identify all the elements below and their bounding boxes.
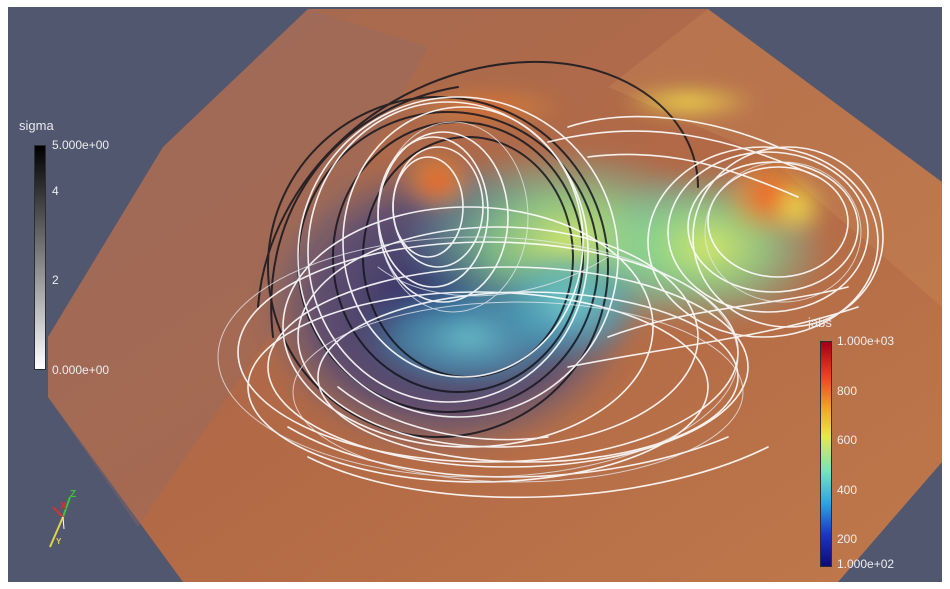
axis-z-label: Z: [70, 489, 77, 500]
axis-y-label: Y: [56, 537, 62, 546]
jabs-colorbar: [820, 341, 832, 567]
jabs-label-400: 400: [837, 483, 858, 497]
jabs-label-600: 600: [837, 433, 858, 447]
sigma-label-2: 2: [52, 273, 59, 287]
jabs-colorbar-title: jabs: [808, 315, 832, 330]
sigma-label-min: 0.000e+00: [52, 363, 110, 377]
render-viewport[interactable]: sigma 5.000e+00 4 2 0.000e+00 jabs 1.000…: [8, 7, 942, 582]
orientation-axes: [49, 496, 71, 548]
sigma-colorbar: [34, 145, 46, 370]
axis-x-label: X: [60, 501, 67, 512]
sigma-label-max: 5.000e+00: [52, 138, 110, 152]
sigma-label-4: 4: [52, 184, 59, 198]
sigma-colorbar-title: sigma: [19, 118, 54, 133]
jabs-label-min: 1.000e+02: [837, 557, 895, 571]
jabs-label-800: 800: [837, 384, 858, 398]
volume-slab-shading: [48, 9, 428, 527]
streamlines: [217, 60, 884, 499]
jabs-label-200: 200: [837, 532, 858, 546]
jabs-label-max: 1.000e+03: [837, 334, 895, 348]
volume-render-scene[interactable]: [8, 7, 942, 582]
